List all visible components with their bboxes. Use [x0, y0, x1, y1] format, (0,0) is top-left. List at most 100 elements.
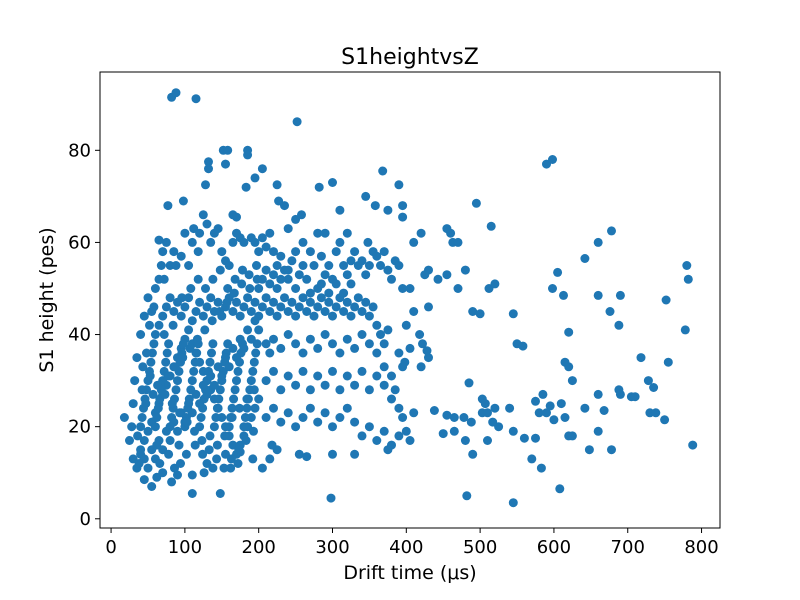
- y-tick-label: 60: [68, 232, 91, 253]
- data-point: [187, 237, 197, 247]
- data-point: [257, 233, 267, 243]
- data-point: [221, 353, 230, 363]
- data-point: [234, 445, 244, 455]
- data-point: [187, 376, 197, 386]
- data-point: [206, 293, 216, 303]
- data-point: [180, 302, 190, 312]
- data-point: [187, 470, 197, 480]
- data-point: [376, 330, 385, 339]
- data-point: [335, 413, 345, 422]
- data-point: [187, 408, 197, 418]
- x-tick-label: 500: [463, 537, 497, 558]
- data-point: [195, 297, 205, 307]
- data-point: [269, 334, 278, 344]
- data-point: [291, 247, 301, 257]
- y-tick-label: 0: [80, 509, 91, 530]
- data-point: [342, 228, 352, 238]
- data-point: [486, 221, 496, 231]
- data-point: [449, 413, 459, 422]
- data-point: [607, 226, 616, 236]
- data-point: [305, 247, 315, 257]
- data-point: [237, 279, 247, 289]
- data-point: [198, 311, 208, 321]
- y-axis: 0 20 40 60 80: [68, 140, 100, 530]
- data-point: [261, 413, 271, 422]
- data-point: [257, 302, 267, 312]
- data-point: [442, 410, 452, 420]
- data-point: [142, 348, 151, 358]
- data-point: [173, 426, 182, 436]
- data-point: [162, 348, 172, 358]
- data-point: [250, 173, 260, 183]
- data-point: [313, 371, 323, 381]
- data-point: [235, 311, 245, 321]
- data-point: [130, 376, 140, 386]
- data-point: [276, 251, 286, 261]
- data-point: [320, 408, 330, 418]
- data-point: [242, 403, 252, 413]
- data-point: [368, 302, 378, 312]
- data-point: [145, 320, 154, 330]
- data-point: [186, 284, 196, 293]
- data-point: [283, 371, 293, 381]
- data-point: [346, 311, 356, 321]
- data-point: [152, 413, 162, 422]
- data-point: [240, 413, 250, 422]
- data-point: [269, 247, 278, 257]
- data-point: [143, 426, 153, 436]
- data-point: [224, 362, 234, 372]
- data-point: [357, 330, 367, 339]
- data-point: [298, 413, 308, 422]
- data-point: [159, 330, 169, 339]
- data-point: [251, 348, 261, 358]
- data-point: [409, 237, 419, 247]
- data-point: [220, 431, 230, 441]
- data-point: [224, 422, 234, 432]
- data-point: [239, 422, 249, 432]
- data-point: [152, 440, 162, 450]
- data-point: [169, 247, 179, 257]
- data-point: [331, 247, 341, 257]
- data-point: [298, 261, 308, 270]
- data-point: [217, 247, 227, 257]
- data-point: [132, 353, 142, 363]
- chart-title: S1heightvsZ: [341, 45, 479, 70]
- data-point: [136, 330, 146, 339]
- data-point: [185, 343, 195, 353]
- data-point: [372, 436, 382, 445]
- data-point: [615, 389, 625, 399]
- data-point: [316, 279, 326, 289]
- data-point: [560, 413, 570, 422]
- data-point: [429, 406, 439, 415]
- data-point: [150, 422, 160, 432]
- data-point: [302, 274, 312, 284]
- data-point: [394, 348, 404, 358]
- data-point: [335, 348, 345, 358]
- data-point: [298, 366, 308, 376]
- data-point: [490, 403, 500, 413]
- data-point: [150, 330, 160, 339]
- data-point: [212, 403, 222, 413]
- data-point: [192, 348, 202, 358]
- data-point: [649, 383, 659, 392]
- data-point: [191, 94, 201, 104]
- data-point: [265, 307, 275, 316]
- data-point: [531, 396, 540, 406]
- data-point: [246, 334, 256, 344]
- data-point: [283, 274, 293, 284]
- data-point: [488, 417, 498, 427]
- data-point: [298, 293, 308, 303]
- data-point: [292, 117, 302, 127]
- data-point: [361, 297, 371, 307]
- data-point: [688, 440, 698, 450]
- data-point: [394, 180, 404, 190]
- data-point: [254, 284, 264, 293]
- data-point: [605, 307, 615, 316]
- data-point: [294, 302, 304, 312]
- x-tick-label: 100: [168, 537, 202, 558]
- data-point: [305, 403, 315, 413]
- data-point: [235, 334, 245, 344]
- data-point: [128, 399, 138, 409]
- data-point: [215, 265, 225, 275]
- data-point: [209, 422, 219, 432]
